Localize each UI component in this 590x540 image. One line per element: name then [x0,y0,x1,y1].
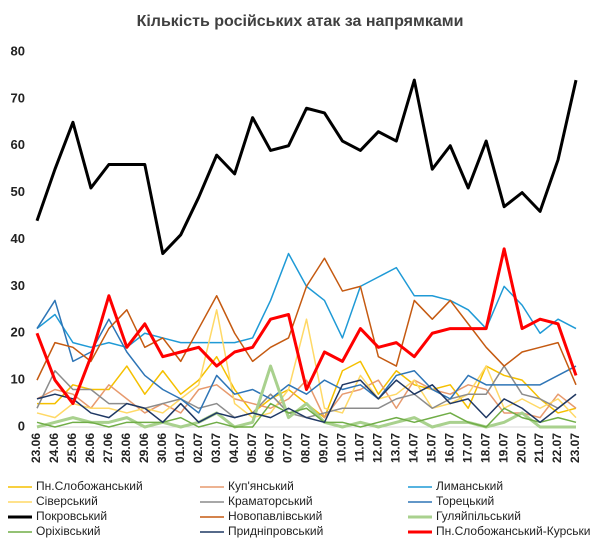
series-line [36,309,577,419]
x-tick-label: 22.07 [550,433,564,463]
legend-label: Пн.Слобожанський [36,479,143,493]
series-line [35,78,578,256]
series-line [36,299,577,414]
y-tick-label: 10 [11,372,25,387]
x-tick-label: 29.06 [137,433,151,463]
legend-label: Торецький [436,494,494,508]
y-tick-label: 20 [11,325,25,340]
x-tick-label: 23.07 [568,433,582,463]
legend-label: Оріхівський [36,524,101,538]
x-tick-label: 27.06 [101,433,115,463]
chart-title: Кількість російських атак за напрямками [137,13,464,30]
x-tick-label: 17.07 [460,433,474,463]
y-tick-label: 50 [11,184,25,199]
y-tick-label: 60 [11,137,25,152]
legend-label: Сіверський [36,494,98,508]
series-line [36,402,577,428]
legend-label: Краматорський [228,494,313,508]
x-tick-label: 11.07 [353,433,367,463]
x-tick-label: 23.06 [29,433,43,463]
legend-label: Куп'янський [228,479,294,493]
x-tick-label: 05.07 [245,433,259,463]
x-tick-label: 10.07 [335,433,349,463]
series-line [36,379,577,424]
legend-label: Новопавлівський [228,509,322,523]
series-line [36,252,577,349]
x-tick-label: 19.07 [496,433,510,463]
x-tick-label: 02.07 [191,433,205,463]
legend-label: Гуляйпільський [436,509,521,523]
y-tick-label: 30 [11,278,25,293]
x-tick-label: 26.06 [83,433,97,463]
x-tick-label: 30.06 [155,433,169,463]
x-tick-label: 03.07 [209,433,223,463]
series-line [36,379,577,419]
x-tick-label: 24.06 [47,433,61,463]
legend-label: Лиманський [436,479,503,493]
legend-label: Пн.Слобожанський-Курський [436,524,590,538]
x-tick-label: 01.07 [173,433,187,463]
legend-label: Покровський [36,509,107,523]
x-tick-label: 16.07 [442,433,456,463]
x-tick-label: 13.07 [389,433,403,463]
legend-label: Придніпровський [228,524,323,538]
x-tick-label: 14.07 [406,433,420,463]
x-tick-label: 21.07 [532,433,546,463]
x-tick-label: 28.06 [119,433,133,463]
x-tick-label: 15.07 [424,433,438,463]
y-tick-label: 70 [11,90,25,105]
y-tick-label: 0 [18,418,25,433]
x-tick-label: 18.07 [478,433,492,463]
series-line [36,257,577,386]
x-tick-label: 20.07 [514,433,528,463]
x-tick-label: 12.07 [371,433,385,463]
x-tick-label: 07.07 [281,433,295,463]
y-tick-label: 80 [11,43,25,58]
x-tick-label: 04.07 [227,433,241,463]
x-tick-label: 25.06 [65,433,79,463]
series-line [35,247,578,406]
x-tick-label: 08.07 [299,433,313,463]
x-tick-label: 06.07 [263,433,277,463]
x-tick-label: 09.07 [317,433,331,463]
y-tick-label: 40 [11,231,25,246]
